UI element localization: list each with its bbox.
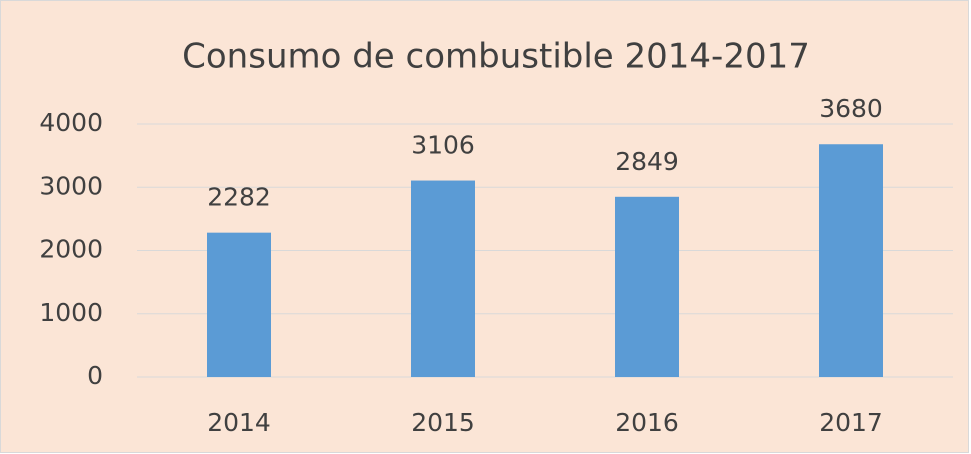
y-tick-label: 2000 bbox=[39, 235, 103, 264]
y-tick-label: 3000 bbox=[39, 171, 103, 200]
bar bbox=[207, 232, 271, 377]
bar bbox=[411, 180, 475, 377]
bar bbox=[615, 196, 679, 377]
x-tick-label: 2015 bbox=[411, 408, 475, 437]
y-tick-label: 1000 bbox=[39, 298, 103, 327]
x-tick-label: 2014 bbox=[207, 408, 271, 437]
bar bbox=[819, 144, 883, 377]
x-tick-label: 2017 bbox=[819, 408, 883, 437]
data-label: 3680 bbox=[819, 94, 883, 123]
chart-title: Consumo de combustible 2014-2017 bbox=[182, 37, 810, 77]
x-tick-label: 2016 bbox=[615, 408, 679, 437]
y-tick-label: 0 bbox=[87, 361, 103, 390]
data-label: 3106 bbox=[411, 131, 475, 160]
y-tick-label: 4000 bbox=[39, 108, 103, 137]
data-label: 2849 bbox=[615, 147, 679, 176]
data-label: 2282 bbox=[207, 183, 271, 212]
